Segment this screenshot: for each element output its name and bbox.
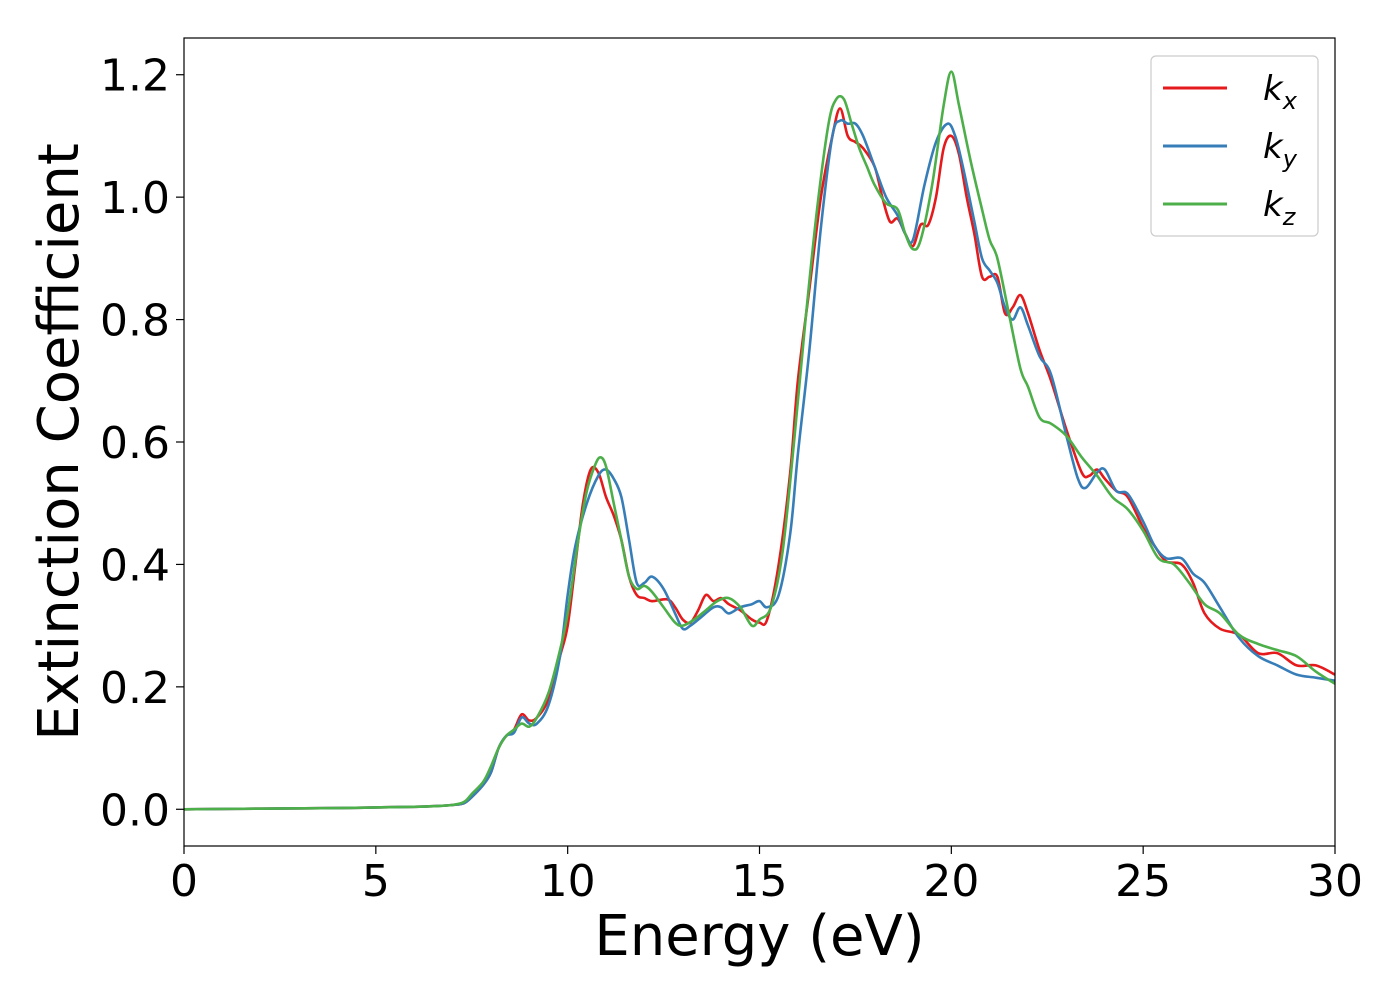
legend-label-y: ky xyxy=(1263,127,1298,173)
x-tick-label: 20 xyxy=(923,856,979,907)
y-tick-label: 0.2 xyxy=(100,663,170,714)
x-tick-label: 10 xyxy=(540,856,596,907)
x-tick-label: 30 xyxy=(1307,856,1363,907)
y-tick-label: 0.6 xyxy=(100,418,170,469)
series-line-y xyxy=(184,118,1335,811)
legend-box xyxy=(1150,55,1319,237)
x-tick-label: 25 xyxy=(1115,856,1171,907)
series-layer xyxy=(184,70,1335,811)
y-tick-label: 1.0 xyxy=(100,173,170,224)
x-tick-label: 0 xyxy=(170,856,198,907)
legend: kx ky kz xyxy=(1150,55,1319,237)
y-tick-label: 0.8 xyxy=(100,296,170,347)
x-tick-label: 5 xyxy=(362,856,390,907)
legend-label-x: kx xyxy=(1263,69,1298,115)
y-tick-label: 0.4 xyxy=(100,540,170,591)
x-tick-label: 15 xyxy=(732,856,788,907)
y-tick-label: 1.2 xyxy=(100,51,170,102)
x-axis-label: Energy (eV) xyxy=(594,904,924,969)
legend-label-z: kz xyxy=(1263,185,1297,231)
y-tick-label: 0.0 xyxy=(100,785,170,836)
x-axis-ticks: 0 5 10 15 20 25 30 xyxy=(170,846,1363,907)
y-axis-label: Extinction Coefficient xyxy=(27,143,92,741)
series-line-z xyxy=(184,70,1335,811)
y-axis-ticks: 0.0 0.2 0.4 0.6 0.8 1.0 1.2 xyxy=(100,51,184,836)
